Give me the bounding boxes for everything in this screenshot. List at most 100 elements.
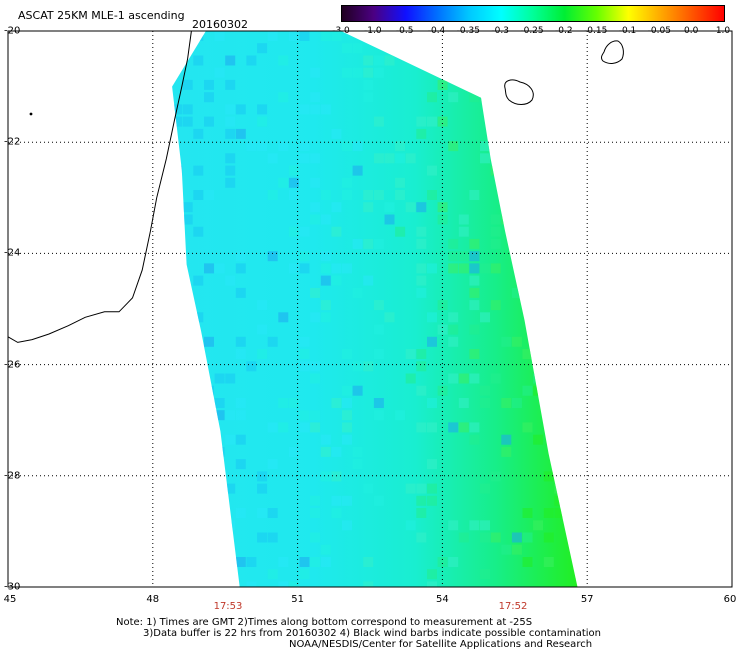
- swath-cell: [373, 153, 384, 164]
- swath-cell: [416, 275, 427, 286]
- swath-cell: [193, 446, 204, 457]
- swath-cell: [363, 92, 374, 103]
- swath-cell: [193, 190, 204, 200]
- swath-cell: [342, 385, 352, 396]
- swath-cell: [193, 275, 204, 286]
- swath-cell: [416, 238, 427, 249]
- swath-cell: [235, 410, 246, 421]
- swath-cell: [533, 434, 544, 445]
- swath-cell: [225, 483, 236, 494]
- swath-cell: [257, 300, 268, 311]
- swath-cell: [501, 336, 512, 347]
- swath-cell: [310, 202, 321, 213]
- swath-cell: [543, 300, 554, 311]
- swath-cell: [363, 581, 374, 587]
- swath-cell: [533, 287, 544, 298]
- swath-cell: [288, 581, 299, 587]
- swath-cell: [395, 43, 406, 54]
- swath-cell: [480, 92, 490, 103]
- swath-cell: [416, 495, 427, 506]
- swath-cell: [469, 190, 480, 200]
- swath-cell: [427, 422, 437, 433]
- swath-cell: [320, 275, 331, 286]
- swath-cell: [458, 422, 469, 433]
- swath-cell: [554, 471, 565, 482]
- swath-cell: [172, 336, 183, 347]
- swath-cell: [299, 153, 310, 164]
- swath-cell: [373, 398, 384, 408]
- swath-cell: [214, 446, 225, 457]
- swath-cell: [172, 373, 183, 384]
- map-date: 20160302: [192, 18, 248, 31]
- swath-cell: [480, 532, 490, 543]
- swath-cell: [458, 43, 469, 54]
- swath-cell: [225, 165, 236, 176]
- swath-cell: [575, 251, 578, 262]
- swath-cell: [214, 398, 225, 408]
- swath-cell: [204, 471, 214, 482]
- swath-cell: [575, 153, 578, 164]
- swath-cell: [172, 202, 183, 213]
- swath-cell: [288, 398, 299, 408]
- swath-cell: [427, 312, 437, 323]
- swath-cell: [225, 79, 236, 90]
- swath-cell: [320, 104, 331, 115]
- swath-cell: [267, 508, 278, 518]
- latitude-tick-label: -30: [4, 581, 21, 593]
- swath-cell: [214, 471, 225, 482]
- swath-cell: [246, 557, 257, 567]
- swath-cell: [363, 31, 374, 41]
- swath-cell: [448, 55, 459, 66]
- swath-cell: [427, 459, 437, 470]
- swath-cell: [257, 532, 268, 543]
- swath-cell: [352, 43, 363, 54]
- swath-cell: [310, 508, 321, 518]
- swath-cell: [267, 532, 278, 543]
- swath-cell: [182, 459, 193, 470]
- swath-cell: [288, 446, 299, 457]
- swath-cell: [384, 214, 395, 225]
- swath-cell: [554, 104, 565, 115]
- swath-cell: [533, 520, 544, 531]
- swath-cell: [511, 336, 522, 347]
- swath-cell: [267, 459, 278, 470]
- swath-cell: [384, 55, 395, 66]
- reunion-island: [504, 79, 534, 105]
- swath-cell: [501, 398, 512, 408]
- swath-cell: [363, 238, 374, 249]
- swath-cell: [182, 214, 193, 225]
- swath-cell: [235, 263, 246, 274]
- swath-cell: [405, 483, 416, 494]
- swath-cell: [299, 251, 310, 262]
- swath-cell: [193, 361, 204, 372]
- swath-cell: [554, 483, 565, 494]
- swath-cell: [480, 263, 490, 274]
- swath-cell: [501, 446, 512, 457]
- swath-cell: [299, 226, 310, 237]
- swath-cell: [342, 190, 352, 200]
- swath-cell: [352, 385, 363, 396]
- swath-cell: [235, 459, 246, 470]
- swath-cell: [172, 508, 183, 518]
- swath-cell: [469, 238, 480, 249]
- swath-cell: [235, 104, 246, 115]
- swath-cell: [225, 104, 236, 115]
- swath-cell: [363, 202, 374, 213]
- swath-cell: [416, 263, 427, 274]
- swath-cell: [204, 92, 214, 103]
- swath-cell: [373, 410, 384, 421]
- islet: [29, 112, 33, 116]
- swath-cell: [214, 31, 225, 41]
- swath-cell: [193, 569, 204, 580]
- swath-cell: [225, 434, 236, 445]
- swath-cell: [533, 226, 544, 237]
- swath-cell: [310, 312, 321, 323]
- swath-cell: [257, 349, 268, 359]
- swath-cell: [501, 434, 512, 445]
- swath-cell: [416, 361, 427, 372]
- swath-cell: [469, 434, 480, 445]
- swath-cell: [480, 385, 490, 396]
- swath-cell: [448, 312, 459, 323]
- swath-cell: [543, 251, 554, 262]
- swath-cell: [448, 263, 459, 274]
